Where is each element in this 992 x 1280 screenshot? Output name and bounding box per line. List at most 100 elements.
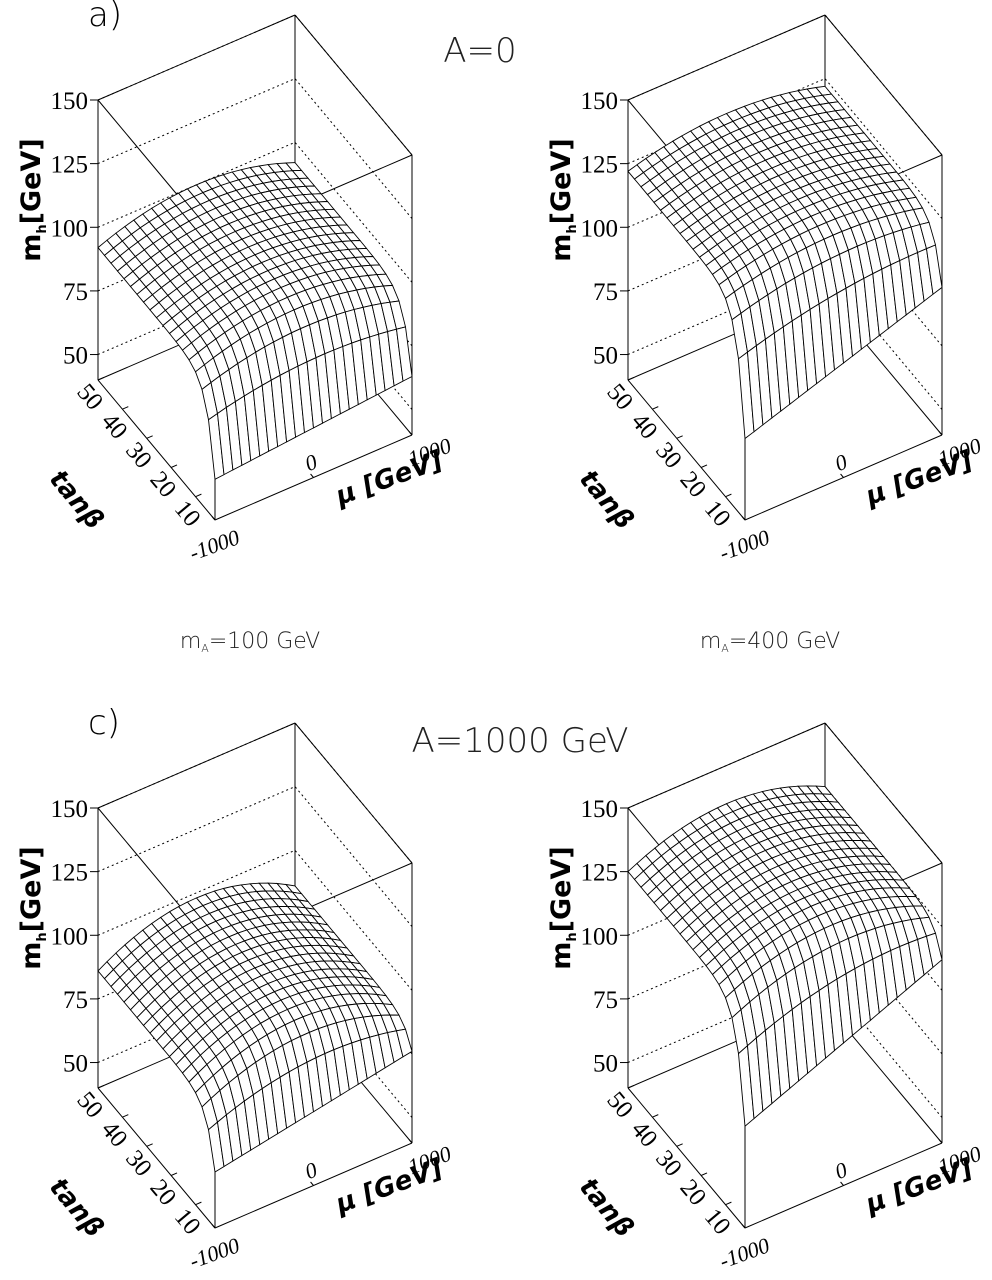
y-tick-label-c-2: 30 [120, 1145, 157, 1182]
box-edge-d-3 [627, 1087, 746, 1229]
box-edge-a-3 [97, 379, 216, 521]
x-tick-label-b-0: -1000 [716, 524, 773, 565]
z-tick-label-c-2: 100 [51, 923, 89, 950]
back-grid-line-c-2 [97, 849, 413, 991]
y-tick-label-d-3: 40 [626, 1116, 663, 1153]
y-tick-mark-a-1 [170, 464, 178, 468]
z-axis-label-d: mh[GeV] [546, 846, 580, 969]
y-tick-label-c-4: 50 [71, 1087, 108, 1124]
y-tick-label-a-4: 50 [71, 379, 108, 416]
y-tick-mark-c-2 [146, 1143, 153, 1147]
y-tick-mark-b-3 [652, 406, 659, 410]
x-tick-label-b-1: 0 [831, 449, 850, 476]
x-tick-label-d-0: -1000 [716, 1232, 773, 1273]
z-tick-label-c-3: 125 [51, 860, 89, 887]
y-tick-mark-c-0 [195, 1201, 202, 1206]
z-axis-label-c: mh[GeV] [16, 846, 50, 969]
y-tick-label-a-1: 20 [144, 466, 181, 503]
y-tick-mark-d-0 [725, 1201, 732, 1206]
z-tick-label-a-4: 150 [51, 88, 89, 115]
y-tick-label-d-2: 30 [650, 1145, 687, 1182]
x-tick-mark-a-0 [211, 516, 216, 521]
y-tick-mark-d-3 [652, 1114, 659, 1118]
back-grid-line-c-4 [97, 722, 413, 864]
z-tick-label-b-4: 150 [581, 88, 619, 115]
back-grid-line-d-1 [627, 913, 943, 1055]
y-tick-label-c-3: 40 [96, 1116, 133, 1153]
mesh-cell [926, 244, 943, 296]
y-tick-label-b-1: 20 [674, 466, 711, 503]
z-tick-label-c-1: 75 [63, 987, 88, 1014]
x-tick-mark-b-2 [938, 431, 943, 436]
mesh-cell [395, 1028, 413, 1058]
box-edge-a-5 [294, 14, 413, 156]
x-tick-label-a-1: 0 [301, 449, 320, 476]
z-tick-label-b-0: 50 [593, 343, 618, 370]
y-tick-label-c-0: 10 [169, 1204, 206, 1241]
z-tick-label-d-2: 100 [581, 923, 619, 950]
y-tick-mark-b-2 [676, 435, 683, 439]
x-tick-label-a-0: -1000 [186, 524, 243, 565]
box-edge-d-6 [627, 722, 826, 809]
y-tick-mark-d-1 [700, 1172, 708, 1176]
y-tick-mark-b-0 [725, 493, 732, 498]
x-tick-label-c-1: 0 [301, 1157, 320, 1184]
x-axis-label-c: μ [GeV] [331, 1153, 447, 1220]
z-tick-label-d-4: 150 [581, 796, 619, 823]
back-grid-line-a-4 [97, 14, 413, 156]
box-edge-c-6 [97, 722, 296, 809]
x-tick-label-d-1: 0 [831, 1157, 850, 1184]
y-tick-mark-d-4 [627, 1084, 635, 1089]
back-grid-line-d-0 [627, 976, 943, 1118]
param-a0-label: A=0 [443, 31, 516, 71]
y-axis-label-c: tanβ [43, 1173, 109, 1244]
mesh-cell [396, 326, 413, 382]
back-grid-line-b-0 [627, 268, 943, 410]
y-tick-label-b-2: 30 [650, 437, 687, 474]
x-tick-mark-c-0 [211, 1224, 216, 1229]
param-a1000-label: A=1000 GeV [412, 721, 629, 761]
x-tick-mark-b-0 [741, 516, 746, 521]
box-edge-c-5 [294, 722, 413, 864]
chart-panel-b: 5075100125150-1000010001020304050b)mh[Ge… [546, 14, 984, 565]
y-tick-mark-a-2 [146, 435, 153, 439]
y-tick-label-b-3: 40 [626, 408, 663, 445]
y-axis-label-a: tanβ [43, 465, 109, 536]
x-tick-mark-a-2 [408, 431, 413, 436]
x-axis-label-b: μ [GeV] [861, 445, 977, 512]
z-tick-label-c-0: 50 [63, 1051, 88, 1078]
z-tick-label-b-2: 100 [581, 215, 619, 242]
z-tick-label-d-0: 50 [593, 1051, 618, 1078]
surface-mesh-a [97, 162, 413, 481]
panel-label-a: a) [88, 0, 122, 35]
y-tick-label-a-0: 10 [169, 496, 206, 533]
y-tick-mark-b-4 [627, 376, 635, 381]
box-edge-b-6 [627, 14, 826, 101]
y-axis-label-b: tanβ [573, 465, 639, 536]
y-tick-label-d-4: 50 [601, 1087, 638, 1124]
y-tick-label-d-0: 10 [699, 1204, 736, 1241]
z-tick-label-c-4: 150 [51, 796, 89, 823]
mesh-cell [925, 932, 943, 969]
y-tick-mark-c-3 [122, 1114, 129, 1118]
box-edge-a-6 [97, 14, 296, 101]
z-tick-label-a-2: 100 [51, 215, 89, 242]
y-tick-label-a-3: 40 [96, 408, 133, 445]
surface-mesh-c [97, 882, 413, 1173]
y-tick-label-b-0: 10 [699, 496, 736, 533]
z-axis-label-a: mh[GeV] [16, 138, 50, 261]
x-tick-mark-d-2 [938, 1139, 943, 1144]
surface-mesh-d [627, 785, 943, 1128]
box-edge-c-3 [97, 1087, 216, 1229]
z-tick-label-d-1: 75 [593, 987, 618, 1014]
y-tick-mark-a-0 [195, 493, 202, 498]
x-tick-mark-d-0 [741, 1224, 746, 1229]
y-tick-mark-c-1 [170, 1172, 178, 1176]
mass-label-400: mA=400 GeV [700, 629, 840, 655]
box-edge-b-5 [824, 14, 943, 156]
z-tick-label-b-1: 75 [593, 279, 618, 306]
x-tick-mark-c-2 [408, 1139, 413, 1144]
